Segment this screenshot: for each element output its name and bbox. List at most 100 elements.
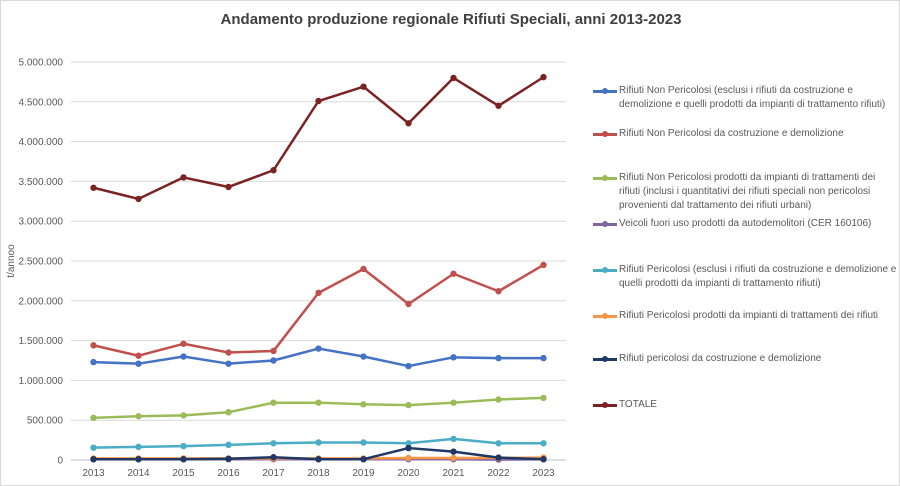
data-point [495,440,502,447]
data-point [315,456,322,463]
x-tick-label: 2015 [172,468,195,479]
data-point [90,414,97,422]
data-point [90,444,97,451]
data-point [450,354,457,361]
data-point [180,340,187,347]
legend-label: Veicoli fuori uso prodotti da autodemoli… [619,218,872,229]
y-tick-label: 1.000.000 [19,376,64,387]
x-tick-label: 2013 [82,468,105,479]
data-point [225,455,232,463]
data-point [540,440,547,447]
data-point [135,456,142,463]
data-point [405,362,412,370]
data-point [135,360,142,367]
data-point [225,349,232,356]
legend-label: Rifiuti Pericolosi prodotti da impianti … [619,310,878,321]
legend-label: Rifiuti Non Pericolosi prodotti da impia… [619,172,876,211]
data-point [270,347,277,355]
data-point [360,265,367,273]
data-point [180,412,187,419]
data-point [135,195,142,203]
legend-line-marker-icon [593,131,617,137]
data-point [270,167,277,174]
legend-line-marker-icon [593,221,617,227]
data-point [315,439,322,446]
data-point [450,74,457,82]
legend-item: Rifiuti Non Pericolosi (esclusi i rifiut… [593,84,898,112]
y-tick-label: 500.000 [27,416,64,427]
data-point [135,443,142,451]
data-point [90,184,97,191]
legend-line-marker-icon [593,313,617,319]
data-point [315,97,322,105]
data-point [450,454,457,462]
data-point [540,394,547,402]
data-point [135,413,142,420]
y-tick-label: 4.500.000 [19,97,64,108]
data-point [495,354,502,362]
data-point [360,353,367,360]
legend-label: Rifiuti Pericolosi (esclusi i rifiuti da… [619,264,897,289]
legend-item: Rifiuti Pericolosi prodotti da impianti … [593,309,898,323]
y-axis-label: t/annoo [6,244,17,278]
legend-item: Rifiuti pericolosi da costruzione e demo… [593,352,898,366]
y-tick-label: 2.000.000 [19,296,64,307]
y-tick-label: 4.000.000 [19,137,64,148]
data-point [315,345,322,352]
data-point [225,441,232,449]
legend-line-marker-icon [593,356,617,362]
x-tick-label: 2023 [532,468,555,479]
data-point [270,399,277,406]
data-point [180,353,187,360]
data-point [270,440,277,447]
y-tick-label: 0 [57,456,63,467]
data-point [225,409,232,416]
chart-title: Andamento produzione regionale Rifiuti S… [220,11,682,28]
legend-item: Veicoli fuori uso prodotti da autodemoli… [593,217,898,231]
data-point [495,102,502,109]
data-point [540,456,547,463]
data-point [405,454,412,462]
x-tick-label: 2014 [127,468,150,479]
data-point [450,399,457,406]
data-point [360,439,367,446]
data-point [225,360,232,367]
x-tick-label: 2018 [307,468,330,479]
data-point [405,401,412,409]
legend-item: Rifiuti Pericolosi (esclusi i rifiuti da… [593,263,898,291]
data-point [225,183,232,191]
data-point [405,300,412,308]
y-tick-label: 1.500.000 [19,336,64,347]
data-point [135,352,142,359]
data-point [405,440,412,447]
data-point [315,399,322,406]
legend-line-marker-icon [593,267,617,273]
data-point [90,342,97,349]
legend-label: Rifiuti Non Pericolosi da costruzione e … [619,128,844,139]
data-point [405,444,412,452]
legend-line-marker-icon [593,402,617,408]
legend-item: Rifiuti Non Pericolosi prodotti da impia… [593,171,898,213]
data-point [180,442,187,450]
data-point [450,448,457,455]
legend-label: TOTALE [619,399,657,410]
x-tick-label: 2020 [397,468,420,479]
x-tick-label: 2017 [262,468,285,479]
series-line [93,76,545,201]
legend-line-marker-icon [593,175,617,181]
data-point [540,261,547,269]
data-point [495,396,502,403]
series-line [93,263,545,357]
y-tick-label: 3.000.000 [19,217,64,228]
data-point [180,456,187,463]
legend-item: Rifiuti Non Pericolosi da costruzione e … [593,127,898,141]
legend-item: TOTALE [593,398,898,412]
data-point [450,435,457,443]
legend-label: Rifiuti Non Pericolosi (esclusi i rifiut… [619,85,886,110]
x-tick-label: 2016 [217,468,240,479]
data-point [90,358,97,366]
data-point [90,456,97,463]
data-point [360,83,367,90]
